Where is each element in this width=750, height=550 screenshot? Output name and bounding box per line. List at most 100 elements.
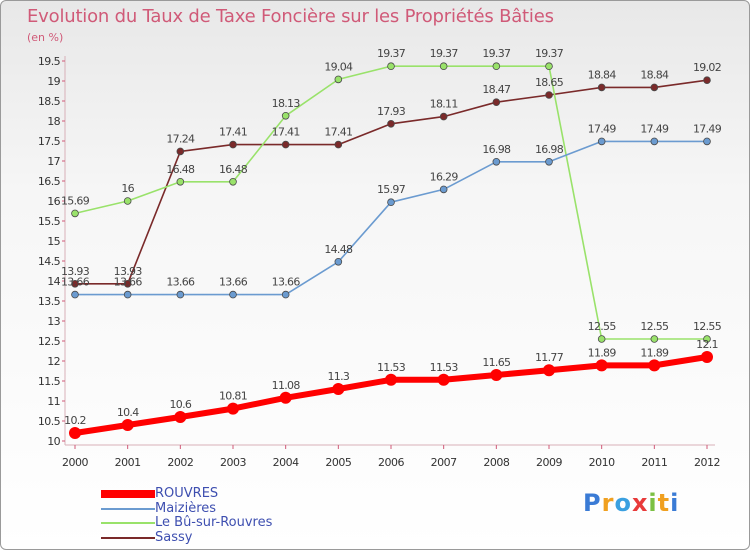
- data-point-4: [439, 112, 448, 121]
- data-point-4: [281, 140, 290, 149]
- logo-letter: t: [657, 489, 671, 517]
- data-label: 13.93: [61, 265, 90, 278]
- data-label: 19.37: [430, 47, 459, 60]
- y-tick-label: 19: [47, 75, 60, 88]
- y-tick-label: 10: [47, 435, 60, 448]
- data-point-3: [492, 62, 501, 70]
- y-tick-label: 15.5: [38, 215, 61, 228]
- data-point-1: [279, 391, 292, 404]
- data-label: 16.29: [430, 170, 459, 183]
- legend-swatch: [101, 507, 155, 510]
- data-point-2: [597, 137, 606, 146]
- data-label: 10.6: [169, 398, 191, 411]
- data-point-3: [703, 335, 711, 343]
- chart-unit-label: (en %): [27, 31, 64, 44]
- data-point-3: [71, 209, 79, 218]
- y-tick-label: 14: [47, 275, 60, 288]
- x-tick-label: 2003: [220, 456, 246, 469]
- data-label: 13.66: [219, 276, 248, 289]
- data-label: 19.02: [693, 61, 721, 74]
- data-point-2: [176, 290, 185, 299]
- data-point-3: [334, 75, 343, 84]
- x-tick-label: 2009: [536, 456, 562, 469]
- y-tick-label: 18: [47, 115, 60, 128]
- data-point-1: [227, 402, 239, 415]
- data-label: 12.1: [696, 338, 718, 351]
- y-tick-label: 13: [47, 315, 60, 328]
- data-point-2: [229, 290, 237, 299]
- data-label: 11.89: [588, 346, 617, 359]
- data-point-1: [121, 419, 134, 431]
- data-label: 13.66: [114, 276, 143, 289]
- legend-swatch: [101, 490, 155, 499]
- x-tick-label: 2007: [431, 456, 457, 469]
- data-label: 19.04: [324, 60, 353, 73]
- data-point-4: [123, 279, 132, 288]
- data-point-2: [123, 290, 132, 299]
- chart-title: Evolution du Taux de Taxe Foncière sur l…: [27, 6, 554, 27]
- legend-swatch: [101, 522, 155, 525]
- x-tick-label: 2010: [589, 456, 615, 469]
- data-label: 16.48: [219, 163, 248, 176]
- logo-letter: i: [670, 489, 680, 517]
- x-tick-label: 2004: [273, 456, 299, 469]
- data-label: 13.66: [166, 276, 195, 289]
- y-tick-label: 16.5: [38, 175, 61, 188]
- data-point-1: [174, 411, 187, 423]
- data-label: 11.53: [377, 361, 406, 374]
- data-label: 12.55: [588, 320, 617, 333]
- x-tick-label: 2008: [483, 456, 509, 469]
- data-label: 13.66: [272, 276, 301, 289]
- data-point-2: [492, 158, 501, 166]
- legend-label: Sassy: [155, 529, 193, 545]
- data-label: 17.41: [272, 126, 300, 139]
- y-tick-label: 12: [47, 355, 60, 368]
- legend-item: ROUVRES: [101, 486, 272, 502]
- logo-letter: x: [631, 489, 649, 517]
- data-label: 16.98: [535, 143, 564, 156]
- x-tick-label: 2011: [641, 456, 667, 469]
- data-label: 11.65: [482, 356, 511, 369]
- data-label: 11.53: [430, 361, 459, 374]
- data-label: 10.2: [64, 414, 86, 427]
- data-point-4: [334, 140, 343, 149]
- data-point-1: [332, 383, 345, 395]
- data-point-1: [595, 359, 608, 372]
- chart-legend: ROUVRES Maizières Le Bû-sur-Rouvres Sassy: [101, 486, 273, 545]
- data-label: 17.41: [324, 126, 352, 139]
- data-point-2: [650, 137, 659, 146]
- data-point-2: [387, 198, 395, 207]
- data-point-4: [703, 76, 711, 84]
- data-label: 17.93: [377, 105, 406, 118]
- data-point-4: [176, 147, 185, 156]
- y-tick-label: 11: [47, 395, 60, 408]
- x-tick-label: 2000: [62, 456, 88, 469]
- data-point-3: [597, 335, 606, 343]
- logo-letter: o: [614, 489, 632, 517]
- data-label: 11.89: [640, 346, 669, 359]
- x-tick-label: 2005: [325, 456, 351, 469]
- x-tick-label: 2006: [378, 456, 404, 469]
- y-tick-label: 16: [47, 195, 60, 208]
- legend-label: Le Bû-sur-Rouvres: [155, 515, 273, 530]
- data-label: 17.49: [640, 122, 669, 135]
- data-label: 16.98: [482, 143, 511, 156]
- data-point-1: [69, 427, 81, 439]
- x-tick-label: 2002: [167, 456, 193, 469]
- y-tick-label: 19.5: [38, 55, 61, 68]
- data-point-1: [648, 359, 661, 372]
- data-label: 12.55: [640, 320, 669, 333]
- legend-item: Maizières: [101, 501, 272, 517]
- data-label: 15.69: [61, 194, 90, 207]
- data-label: 18.65: [535, 76, 564, 89]
- data-point-4: [492, 98, 501, 106]
- data-label: 17.49: [693, 122, 722, 135]
- logo-letter: i: [648, 489, 658, 517]
- data-point-2: [545, 158, 553, 166]
- data-point-1: [543, 364, 555, 377]
- data-label: 19.37: [535, 47, 564, 60]
- data-label: 17.41: [219, 126, 247, 139]
- data-point-4: [229, 140, 237, 149]
